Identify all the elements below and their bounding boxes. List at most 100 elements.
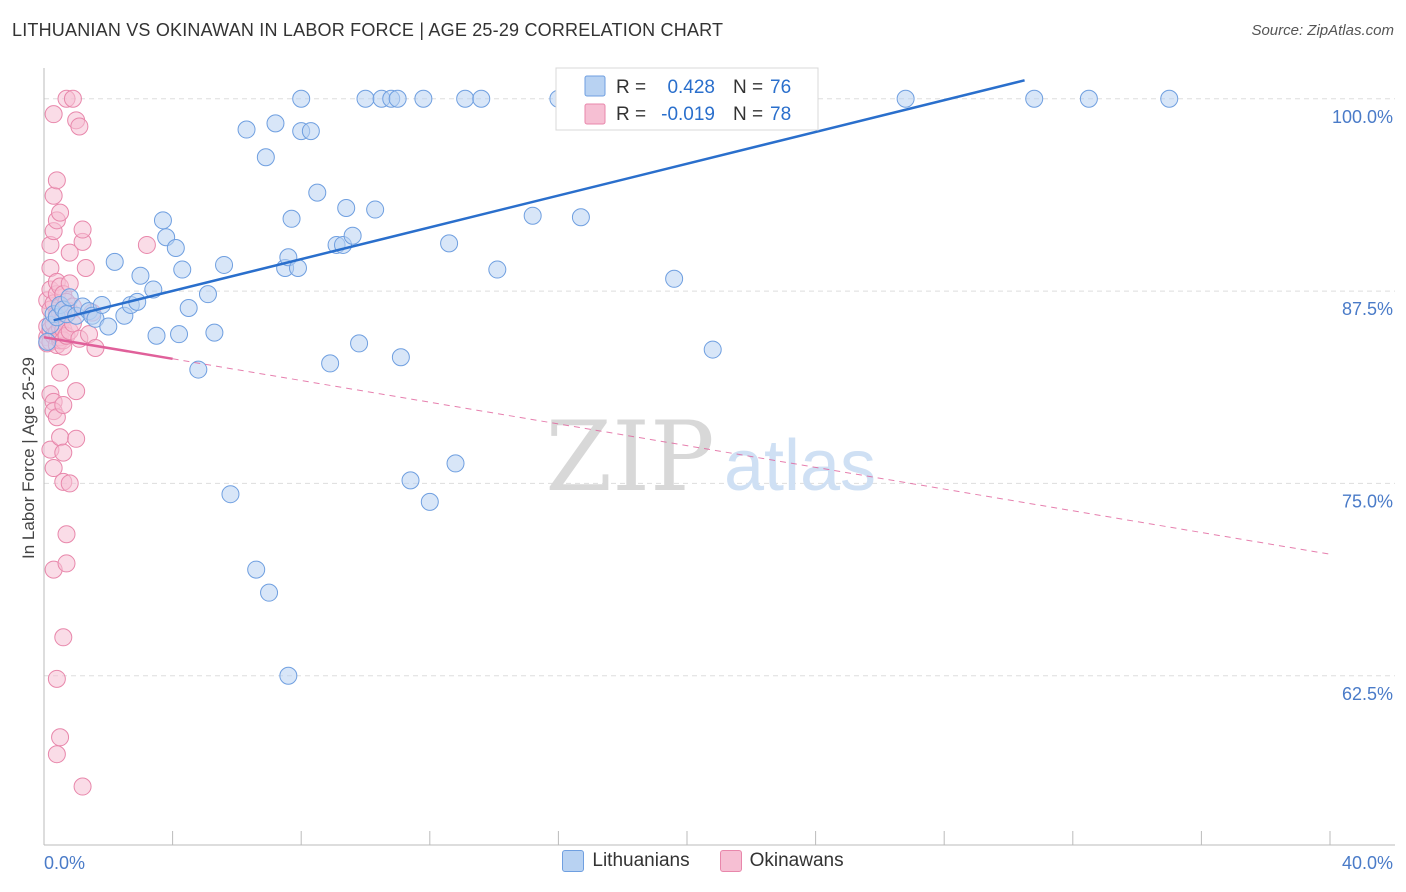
lithuanian-point [896, 89, 915, 108]
okinawan-point [57, 525, 76, 544]
okinawan-point [51, 428, 70, 447]
okinawan-point [67, 382, 86, 401]
legend-item-okinawans[interactable]: Okinawans [719, 850, 844, 872]
lithuanian-point [173, 260, 192, 279]
lithuanian-point [1079, 89, 1098, 108]
okinawan-point [54, 395, 73, 414]
x-tick-label: 0.0% [44, 853, 85, 873]
okinawan-point [63, 89, 82, 108]
lithuanian-point [703, 340, 722, 359]
lithuanians-points [38, 89, 1179, 685]
stats-r-value-1: 0.428 [667, 77, 715, 98]
okinawan-point [51, 203, 70, 222]
okinawan-point [73, 777, 92, 796]
lithuanian-point [105, 252, 124, 271]
legend-swatch-lithuanians [562, 850, 585, 872]
lithuanian-point [414, 89, 433, 108]
lithuanian-point [523, 206, 542, 225]
lithuanian-point [260, 583, 279, 602]
lithuanian-point [99, 317, 118, 336]
stats-r-value-2: -0.019 [661, 104, 715, 125]
okinawan-point [44, 186, 63, 205]
lithuanian-point [571, 208, 590, 227]
stats-n-value-1: 76 [770, 77, 791, 98]
y-tick-label: 100.0% [1332, 107, 1393, 127]
y-axis-label: In Labor Force | Age 25-29 [19, 357, 38, 559]
okinawan-point [73, 220, 92, 239]
lithuanian-point [391, 348, 410, 367]
lithuanian-point [153, 211, 172, 230]
y-tick-label: 62.5% [1342, 684, 1393, 704]
stats-legend: R = 0.428 N = 76 R = -0.019 N = 78 [555, 67, 819, 131]
okinawans-points [38, 89, 156, 796]
okinawan-point [44, 459, 63, 478]
lithuanian-point [279, 666, 298, 685]
lithuanian-point [488, 260, 507, 279]
legend-label-okinawans: Okinawans [749, 850, 844, 871]
okinawan-point [76, 259, 95, 278]
legend-label-lithuanians: Lithuanians [592, 850, 690, 871]
lithuanian-point [420, 492, 439, 511]
lithuanian-point [147, 326, 166, 345]
okinawan-point [51, 363, 70, 382]
lithuanian-point [401, 471, 420, 490]
okinawan-point [54, 628, 73, 647]
lithuanian-point [388, 89, 407, 108]
okinawan-point [67, 429, 86, 448]
lithuanian-point [456, 89, 475, 108]
okinawan-point [47, 745, 66, 764]
lithuanian-point [1160, 89, 1179, 108]
gridlines [44, 98, 1395, 677]
watermark: ZIP atlas [545, 401, 876, 513]
source-label: Source: ZipAtlas.com [1251, 22, 1394, 39]
lithuanian-point [247, 560, 266, 579]
okinawan-point [60, 474, 79, 493]
lithuanian-point [189, 360, 208, 379]
y-tick-label: 75.0% [1342, 491, 1393, 511]
okinawan-point [44, 105, 63, 124]
lithuanian-point [170, 325, 189, 344]
lithuanian-point [256, 148, 275, 167]
chart-title: LITHUANIAN VS OKINAWAN IN LABOR FORCE | … [12, 20, 724, 40]
stats-n-label-2: N = [733, 104, 763, 125]
lithuanian-point [321, 354, 340, 373]
y-tick-label: 87.5% [1342, 299, 1393, 319]
lithuanians-trend-line [53, 79, 1025, 322]
lithuanian-point [215, 255, 234, 274]
okinawan-point [54, 443, 73, 462]
legend-item-lithuanians[interactable]: Lithuanians [562, 850, 690, 872]
trend-lines [43, 79, 1331, 555]
stats-r-label-1: R = [616, 77, 646, 98]
okinawan-point [47, 669, 66, 688]
okinawan-point [70, 117, 89, 136]
lithuanian-point [38, 332, 57, 351]
legend-swatch-okinawans [719, 850, 742, 872]
x-tick-label: 40.0% [1342, 853, 1393, 873]
okinawan-point [57, 554, 76, 573]
lithuanian-point [350, 334, 369, 353]
lithuanian-point [166, 239, 185, 258]
lithuanian-point [131, 266, 150, 285]
lithuanian-point [60, 288, 79, 307]
lithuanian-point [266, 114, 285, 133]
stats-swatch-lithuanians [584, 75, 606, 97]
lithuanian-point [446, 454, 465, 473]
lithuanian-point [221, 485, 240, 504]
lithuanian-point [440, 234, 459, 253]
stats-swatch-okinawans [584, 103, 606, 125]
lithuanian-point [366, 200, 385, 219]
lithuanian-point [665, 269, 684, 288]
stats-n-value-2: 78 [770, 104, 791, 125]
lithuanian-point [205, 323, 224, 342]
okinawan-point [51, 728, 70, 747]
lithuanian-point [472, 89, 491, 108]
lithuanian-point [343, 226, 362, 245]
watermark-atlas: atlas [724, 426, 876, 506]
okinawans-trend-line [43, 336, 173, 361]
watermark-zip: ZIP [545, 401, 714, 513]
lithuanian-point [237, 120, 256, 139]
axes [43, 68, 1395, 846]
okinawans-trend-extension [172, 358, 1331, 555]
lithuanian-point [356, 89, 375, 108]
